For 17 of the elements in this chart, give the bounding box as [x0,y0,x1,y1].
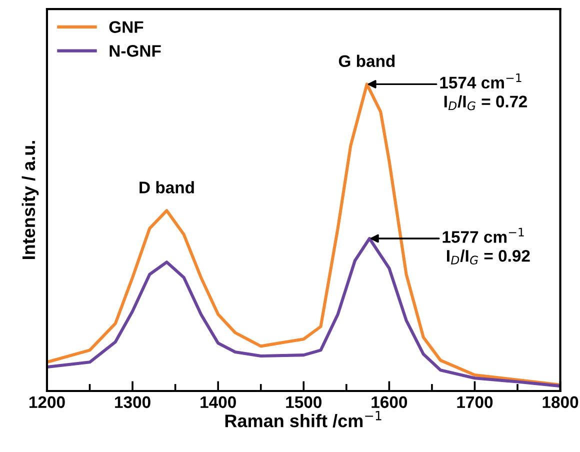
annotation: 1574 cm$^{−1}$ [440,74,522,89]
x-tick-label: 1300 [115,396,150,408]
x-tick-label: 1500 [286,396,322,408]
legend-label: N-GNF [110,45,161,57]
y-axis-title: Intensity / a.u. [22,141,39,259]
x-tick-label: 1800 [542,396,578,408]
annotation: D band [140,181,194,194]
x-tick-label: 1600 [372,396,408,408]
x-tick-label: 1400 [200,396,236,408]
x-axis-title: Raman shift /cm$^{−1}$ [225,410,382,428]
x-tick-label: 1700 [457,396,493,408]
annotation: I$_{D}$/I$_{G}$ = 0.92 [447,250,530,265]
annotation: G band [338,54,395,68]
x-tick-label: 1200 [29,396,65,408]
annotation: 1577 cm$^{−1}$ [442,228,524,243]
legend-label: GNF [109,21,144,33]
annotation: I$_{D}$/I$_{G}$ = 0.72 [444,95,527,110]
